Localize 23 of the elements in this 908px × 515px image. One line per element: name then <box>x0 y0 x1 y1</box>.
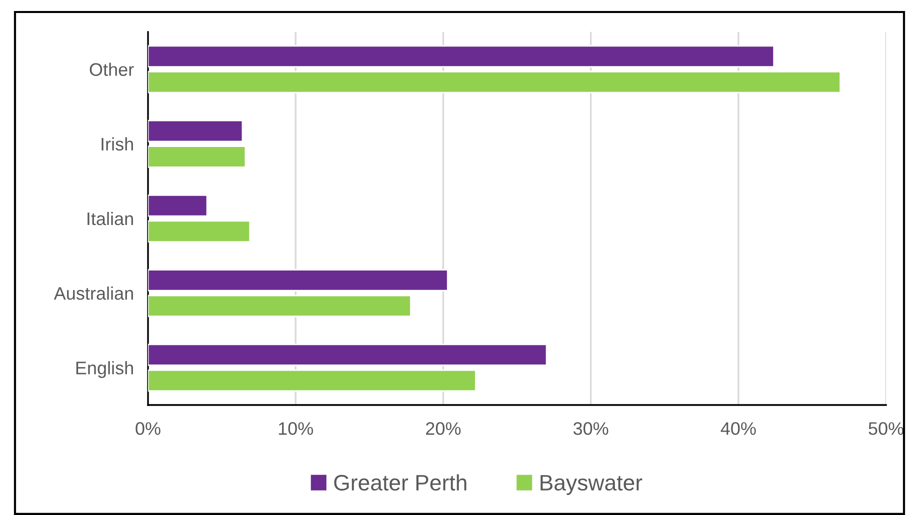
x-tick-label: 30% <box>573 422 608 435</box>
bar <box>148 70 841 94</box>
bar <box>148 45 775 68</box>
bar <box>148 220 251 242</box>
y-tick-label: Other <box>90 62 134 76</box>
bar <box>148 194 208 217</box>
x-tick-label: 0% <box>136 422 160 435</box>
bar <box>148 269 448 292</box>
bar <box>148 146 246 168</box>
y-tick-label: Irish <box>102 137 133 151</box>
bar <box>148 120 244 142</box>
bar <box>148 369 476 392</box>
y-tick-label: Australian <box>54 286 133 300</box>
legend-label: Bayswater <box>540 475 642 495</box>
y-tick-label: English <box>76 361 133 378</box>
legend-label: Greater Perth <box>334 474 466 491</box>
bar <box>148 344 548 366</box>
x-tick-label: 10% <box>278 422 314 435</box>
bar <box>148 294 412 318</box>
x-tick-label: 20% <box>426 422 461 435</box>
x-tick-label: 40% <box>720 422 756 435</box>
y-tick-label: Italian <box>88 212 133 226</box>
x-tick-label: 50% <box>868 422 904 435</box>
